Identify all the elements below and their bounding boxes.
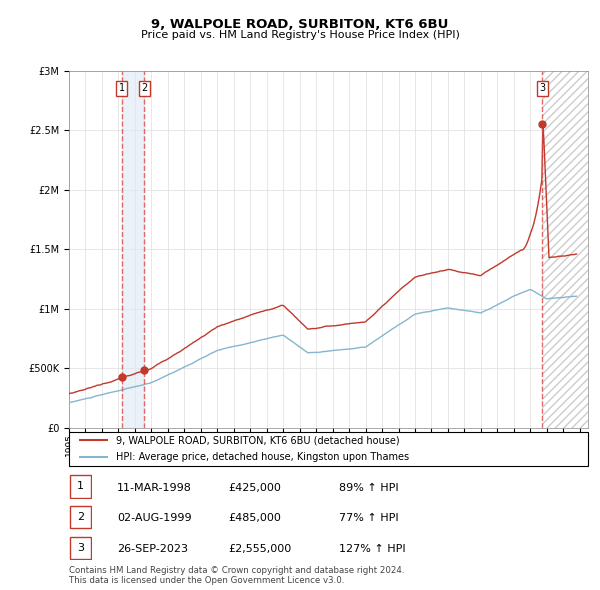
Text: 2: 2 (142, 83, 148, 93)
Text: 2: 2 (77, 512, 84, 522)
Text: 1: 1 (77, 481, 84, 491)
Bar (542, 71, 588, 428)
Bar (542, 71, 588, 428)
Text: 1: 1 (118, 83, 125, 93)
Text: £2,555,000: £2,555,000 (228, 544, 291, 554)
Text: 26-SEP-2023: 26-SEP-2023 (117, 544, 188, 554)
Text: 9, WALPOLE ROAD, SURBITON, KT6 6BU: 9, WALPOLE ROAD, SURBITON, KT6 6BU (151, 18, 449, 31)
Text: Contains HM Land Registry data © Crown copyright and database right 2024.
This d: Contains HM Land Registry data © Crown c… (69, 566, 404, 585)
Text: 89% ↑ HPI: 89% ↑ HPI (339, 483, 398, 493)
Text: 02-AUG-1999: 02-AUG-1999 (117, 513, 191, 523)
Text: HPI: Average price, detached house, Kingston upon Thames: HPI: Average price, detached house, King… (116, 451, 409, 461)
Text: 127% ↑ HPI: 127% ↑ HPI (339, 544, 406, 554)
Text: £425,000: £425,000 (228, 483, 281, 493)
Text: 3: 3 (539, 83, 545, 93)
Bar (122, 71, 145, 428)
FancyBboxPatch shape (70, 536, 91, 559)
Text: 3: 3 (77, 543, 84, 553)
Text: 11-MAR-1998: 11-MAR-1998 (117, 483, 192, 493)
FancyBboxPatch shape (69, 432, 588, 466)
Text: £485,000: £485,000 (228, 513, 281, 523)
FancyBboxPatch shape (70, 506, 91, 529)
Text: Price paid vs. HM Land Registry's House Price Index (HPI): Price paid vs. HM Land Registry's House … (140, 30, 460, 40)
FancyBboxPatch shape (70, 475, 91, 498)
Text: 77% ↑ HPI: 77% ↑ HPI (339, 513, 398, 523)
Text: 9, WALPOLE ROAD, SURBITON, KT6 6BU (detached house): 9, WALPOLE ROAD, SURBITON, KT6 6BU (deta… (116, 435, 400, 445)
